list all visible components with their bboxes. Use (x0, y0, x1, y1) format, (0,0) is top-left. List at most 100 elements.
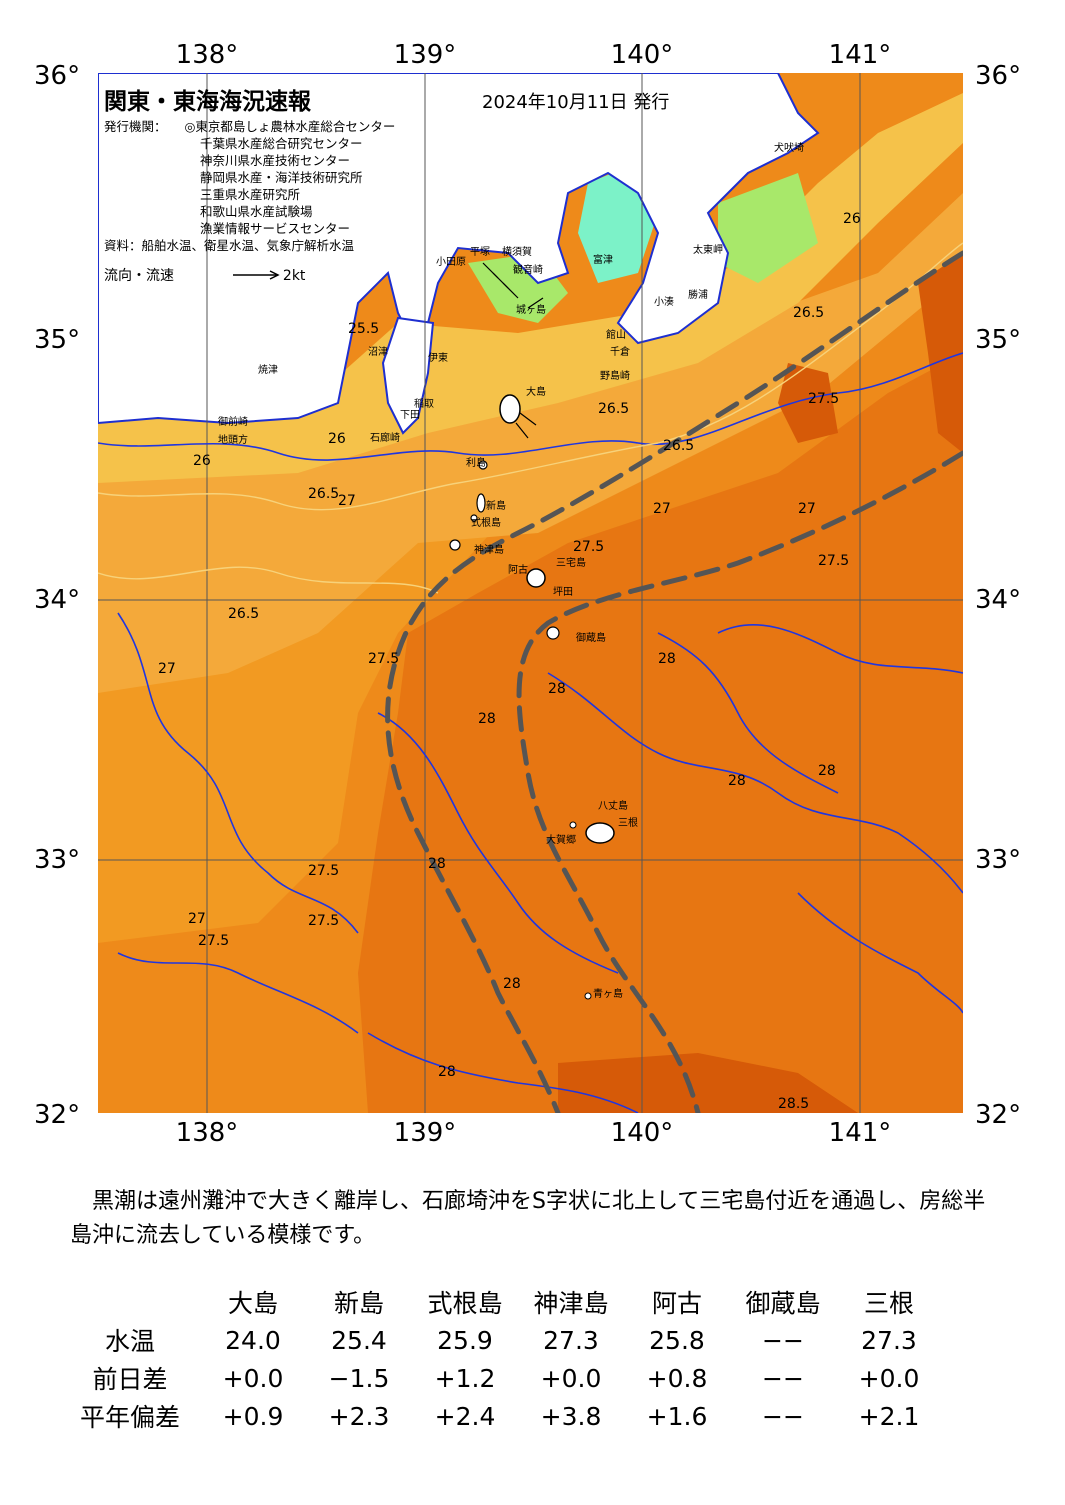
isotherm-label-group: 25.5 26 26 26 26.5 26.5 26.5 26.5 26.5 2… (158, 211, 861, 1112)
place-irozaki: 石廊崎 (370, 431, 400, 444)
isotherm-label: 27.5 (573, 539, 604, 555)
lat-label-36: 36° (34, 61, 81, 91)
island-oshima (499, 394, 521, 424)
agency-name: 静岡県水産・海洋技術研究所 (200, 170, 363, 185)
sst-zone-28 (358, 353, 963, 1113)
isotherm-label: 26.5 (308, 486, 339, 502)
isotherm-label: 26.5 (793, 305, 824, 321)
place-tsubota: 坪田 (553, 585, 573, 598)
flow-scale-arrow (233, 270, 280, 280)
flow-legend-label: 流向・流速 (104, 268, 174, 284)
place-kozushima: 神津島 (474, 543, 504, 556)
agency-name: 漁業情報サービスセンター (200, 221, 351, 236)
table-row: 平年偏差 +0.9 +2.3 +2.4 +3.8 +1.6 −− +2.1 (60, 1397, 942, 1435)
agency-name: 三重県水産研究所 (200, 187, 301, 202)
isotherm-label: 28 (478, 711, 496, 727)
lat-label-32: 32° (34, 1100, 81, 1130)
isotherm-label: 27 (798, 501, 816, 517)
sst-zone-26-5 (98, 193, 963, 693)
place-ito: 伊東 (428, 351, 448, 364)
table-row: 前日差 +0.0 −1.5 +1.2 +0.0 +0.8 −− +0.0 (60, 1359, 942, 1397)
place-katsuura: 勝浦 (688, 288, 708, 301)
island-niijima (476, 493, 486, 513)
place-inubosaki: 犬吠埼 (774, 141, 804, 154)
agency-name: 神奈川県水産技術センター (200, 153, 351, 168)
table-cell: −1.5 (328, 1363, 390, 1393)
sst-zone-28-5-south (558, 1053, 858, 1113)
island-mikurajima (546, 626, 560, 640)
map-title: 関東・東海海況速報 (104, 89, 311, 115)
column-header: 阿古 (651, 1289, 702, 1318)
lat-label-34: 34° (34, 585, 81, 615)
place-shikinejima: 式根島 (471, 516, 501, 529)
isotherm-label: 27.5 (198, 933, 229, 949)
table-cell: 27.3 (861, 1325, 917, 1355)
isotherm-label: 27.5 (808, 391, 839, 407)
flow-legend: 流向・流速 2kt (104, 265, 305, 285)
sea-surface-temperature-map: 25.5 26 26 26 26.5 26.5 26.5 26.5 26.5 2… (98, 73, 963, 1113)
isotherm-label: 27.5 (368, 651, 399, 667)
isotherm-label: 25.5 (348, 321, 379, 337)
place-omaezaki: 御前崎 (218, 415, 248, 428)
lon-label-141: 141° (828, 40, 892, 70)
isotherm-label: 28.5 (778, 1096, 809, 1112)
place-chikura: 千倉 (610, 345, 630, 358)
column-header: 御蔵島 (745, 1289, 821, 1318)
place-oshima: 大島 (526, 385, 546, 398)
place-jogashima: 城ヶ島 (516, 303, 546, 316)
isotherm-label: 26.5 (598, 401, 629, 417)
flow-arrows (482, 262, 544, 439)
place-name-group: 小田原 平塚 横須賀 観音崎 富津 城ヶ島 太東岬 犬吠埼 小湊 勝浦 館山 千… (218, 141, 804, 1000)
table-row: 水温 24.0 25.4 25.9 27.3 25.8 −− 27.3 (60, 1321, 942, 1359)
table-cell: +0.8 (646, 1363, 708, 1393)
island-shikinejima (470, 514, 478, 522)
isotherm-label: 27 (188, 911, 206, 927)
isotherm-label: 26.5 (228, 606, 259, 622)
column-header: 三根 (863, 1289, 914, 1318)
place-hiratsuka: 平塚 (470, 246, 490, 258)
data-sources: 資料：船舶水温、衛星水温、気象庁解析水温 (104, 238, 355, 253)
column-header: 大島 (227, 1289, 278, 1318)
table-cell: 27.3 (543, 1325, 599, 1355)
agency-name: 千葉県水産総合研究センター (200, 136, 363, 151)
lat-label-32-right: 32° (975, 1100, 1022, 1130)
station-temperature-table: 大島 新島 式根島 神津島 阿古 御蔵島 三根 水温 24.0 25.4 25.… (60, 1283, 942, 1435)
cool-water-chiba (718, 173, 818, 283)
place-jitogata: 地頭方 (218, 433, 248, 446)
table-cell: 25.4 (331, 1325, 387, 1355)
place-numazu: 沼津 (368, 345, 388, 358)
kuroshio-axis (385, 250, 963, 1113)
place-okago: 大賀郷 (546, 833, 576, 846)
place-shimoda: 下田 (400, 410, 420, 421)
lon-label-138: 138° (175, 40, 239, 70)
place-odawara: 小田原 (436, 256, 466, 268)
place-miyakejima: 三宅島 (556, 556, 586, 569)
lat-label-36-right: 36° (975, 61, 1022, 91)
lon-label-141-bottom: 141° (828, 1118, 892, 1148)
island-aogashima (584, 992, 592, 1000)
isotherm-label: 27 (338, 493, 356, 509)
place-niijima: 新島 (486, 499, 506, 512)
table-cell: 25.8 (649, 1325, 705, 1355)
isotherm-label: 27.5 (308, 863, 339, 879)
lon-label-139: 139° (393, 40, 457, 70)
isotherm-label: 28 (818, 763, 836, 779)
row-label: 前日差 (92, 1365, 168, 1394)
table-cell: +0.0 (858, 1363, 920, 1393)
table-cell: 25.9 (437, 1325, 493, 1355)
column-header: 式根島 (427, 1289, 503, 1318)
isotherm-label: 26.5 (663, 438, 694, 454)
isotherm-contours (98, 352, 963, 1113)
isotherm-label: 27.5 (308, 913, 339, 929)
table-cell: −− (762, 1325, 804, 1355)
island-hachijojima (585, 822, 615, 844)
table-cell: +0.9 (222, 1401, 284, 1431)
place-kannonzaki: 観音崎 (513, 263, 543, 276)
isotherm-label: 26 (193, 453, 211, 469)
island-hachijo-kojima (569, 821, 577, 829)
table-cell: +3.8 (540, 1401, 602, 1431)
isotherm-label: 27 (158, 661, 176, 677)
lat-label-35-right: 35° (975, 325, 1022, 355)
table-cell: −− (762, 1363, 804, 1393)
place-yaizu: 焼津 (258, 364, 278, 376)
